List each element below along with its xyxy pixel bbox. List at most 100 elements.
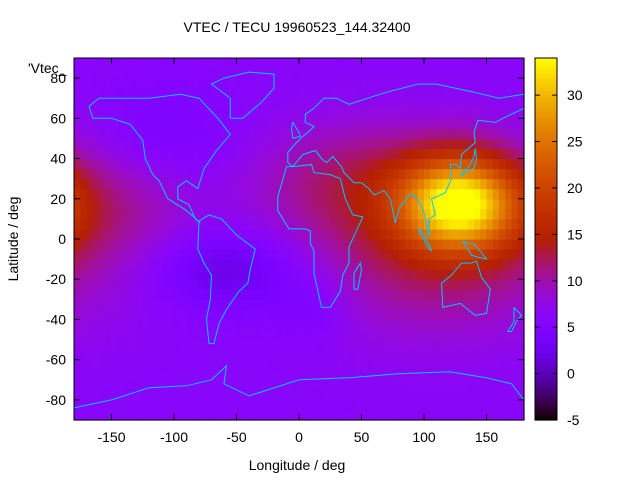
heatmap-cell — [474, 168, 481, 180]
heatmap-cell — [149, 409, 156, 421]
heatmap-cell — [299, 148, 306, 160]
heatmap-cell — [330, 379, 338, 391]
heatmap-cell — [411, 128, 419, 140]
heatmap-cell — [386, 128, 394, 140]
heatmap-cell — [442, 349, 450, 361]
heatmap-cell — [286, 88, 294, 99]
heatmap-cell — [492, 148, 500, 160]
heatmap-cell — [367, 58, 375, 69]
heatmap-cell — [105, 309, 113, 321]
heatmap-cell — [217, 359, 225, 371]
heatmap-cell — [180, 329, 188, 341]
heatmap-cell — [417, 349, 425, 361]
heatmap-cell — [211, 158, 219, 170]
heatmap-cell — [392, 369, 400, 381]
heatmap-cell — [205, 118, 213, 129]
heatmap-cell — [255, 98, 263, 109]
heatmap-cell — [80, 329, 88, 341]
heatmap-cell — [505, 108, 513, 119]
heatmap-cell — [174, 58, 181, 69]
colorbar-segment — [535, 290, 557, 294]
heatmap-cell — [317, 339, 325, 351]
heatmap-cell — [330, 128, 338, 140]
heatmap-cell — [86, 259, 94, 270]
heatmap-cell — [417, 239, 425, 250]
heatmap-cell — [80, 58, 88, 69]
heatmap-cell — [386, 309, 394, 321]
heatmap-cell — [361, 128, 369, 140]
heatmap-cell — [461, 148, 469, 160]
heatmap-cell — [342, 349, 350, 361]
heatmap-cell — [436, 269, 444, 280]
heatmap-cell — [224, 269, 231, 280]
heatmap-cell — [324, 389, 331, 401]
heatmap-cell — [292, 359, 300, 371]
heatmap-cell — [124, 148, 131, 160]
heatmap-cell — [161, 148, 169, 160]
heatmap-cell — [242, 98, 250, 109]
heatmap-cell — [505, 188, 513, 200]
heatmap-cell — [99, 369, 106, 381]
heatmap-cell — [392, 188, 400, 200]
heatmap-cell — [374, 329, 381, 341]
heatmap-cell — [136, 309, 144, 321]
heatmap-cell — [180, 58, 188, 69]
heatmap-cell — [467, 289, 475, 300]
heatmap-cell — [361, 369, 369, 381]
heatmap-cell — [461, 128, 469, 140]
heatmap-cell — [167, 148, 175, 160]
heatmap-cell — [317, 58, 325, 69]
heatmap-cell — [424, 108, 431, 119]
heatmap-cell — [286, 349, 294, 361]
heatmap-cell — [486, 148, 494, 160]
heatmap-cell — [174, 289, 181, 300]
heatmap-cell — [280, 78, 288, 89]
heatmap-cell — [186, 58, 194, 69]
heatmap-cell — [361, 389, 369, 401]
heatmap-cell — [167, 188, 175, 200]
heatmap-cell — [486, 369, 494, 381]
heatmap-cell — [342, 299, 350, 310]
heatmap-cell — [311, 208, 319, 220]
heatmap-cell — [474, 359, 481, 371]
heatmap-cell — [486, 78, 494, 89]
heatmap-cell — [174, 168, 181, 180]
heatmap-cell — [480, 369, 488, 381]
heatmap-cell — [449, 249, 456, 260]
heatmap-cell — [511, 299, 519, 310]
heatmap-cell — [136, 208, 144, 220]
heatmap-cell — [117, 279, 125, 290]
heatmap-cell — [136, 339, 144, 351]
colorbar-segment — [535, 58, 557, 62]
heatmap-cell — [499, 188, 506, 200]
heatmap-cell — [486, 299, 494, 310]
heatmap-cell — [330, 208, 338, 220]
heatmap-cell — [80, 188, 88, 200]
heatmap-cell — [380, 178, 388, 190]
heatmap-cell — [180, 218, 188, 230]
heatmap-cell — [180, 68, 188, 79]
heatmap-cell — [155, 158, 163, 170]
heatmap-cell — [386, 249, 394, 260]
heatmap-cell — [230, 259, 238, 270]
heatmap-cell — [324, 299, 331, 310]
heatmap-cell — [292, 68, 300, 79]
heatmap-cell — [336, 379, 344, 391]
heatmap-cell — [392, 279, 400, 290]
heatmap-cell — [111, 249, 119, 260]
heatmap-cell — [486, 118, 494, 129]
heatmap-cell — [286, 68, 294, 79]
colorbar-segment — [535, 257, 557, 261]
heatmap-cell — [211, 178, 219, 190]
heatmap-cell — [86, 168, 94, 180]
heatmap-cell — [261, 379, 269, 391]
heatmap-cell — [117, 178, 125, 190]
heatmap-cell — [355, 389, 363, 401]
heatmap-cell — [311, 379, 319, 391]
north-america-outline — [88, 93, 231, 224]
heatmap-cell — [130, 138, 138, 150]
heatmap-cell — [86, 208, 94, 220]
heatmap-cell — [155, 269, 163, 280]
heatmap-cell — [280, 339, 288, 351]
heatmap-cell — [86, 188, 94, 200]
